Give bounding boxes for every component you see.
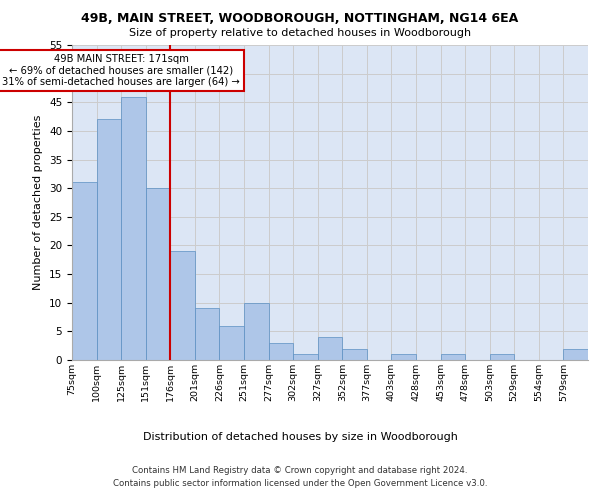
- Text: Size of property relative to detached houses in Woodborough: Size of property relative to detached ho…: [129, 28, 471, 38]
- Bar: [318, 337, 342, 360]
- Bar: [244, 302, 269, 360]
- Bar: [195, 308, 220, 360]
- Bar: [440, 354, 465, 360]
- Bar: [146, 188, 170, 360]
- Text: Contains HM Land Registry data © Crown copyright and database right 2024.
Contai: Contains HM Land Registry data © Crown c…: [113, 466, 487, 487]
- Bar: [391, 354, 416, 360]
- Bar: [97, 120, 121, 360]
- Bar: [121, 96, 146, 360]
- Bar: [72, 182, 97, 360]
- Bar: [269, 343, 293, 360]
- Bar: [563, 348, 588, 360]
- Y-axis label: Number of detached properties: Number of detached properties: [34, 115, 43, 290]
- Bar: [490, 354, 514, 360]
- Bar: [293, 354, 318, 360]
- Bar: [342, 348, 367, 360]
- Bar: [170, 251, 195, 360]
- Text: Distribution of detached houses by size in Woodborough: Distribution of detached houses by size …: [143, 432, 457, 442]
- Text: 49B MAIN STREET: 171sqm
← 69% of detached houses are smaller (142)
31% of semi-d: 49B MAIN STREET: 171sqm ← 69% of detache…: [2, 54, 240, 87]
- Text: 49B, MAIN STREET, WOODBOROUGH, NOTTINGHAM, NG14 6EA: 49B, MAIN STREET, WOODBOROUGH, NOTTINGHA…: [82, 12, 518, 26]
- Bar: [220, 326, 244, 360]
